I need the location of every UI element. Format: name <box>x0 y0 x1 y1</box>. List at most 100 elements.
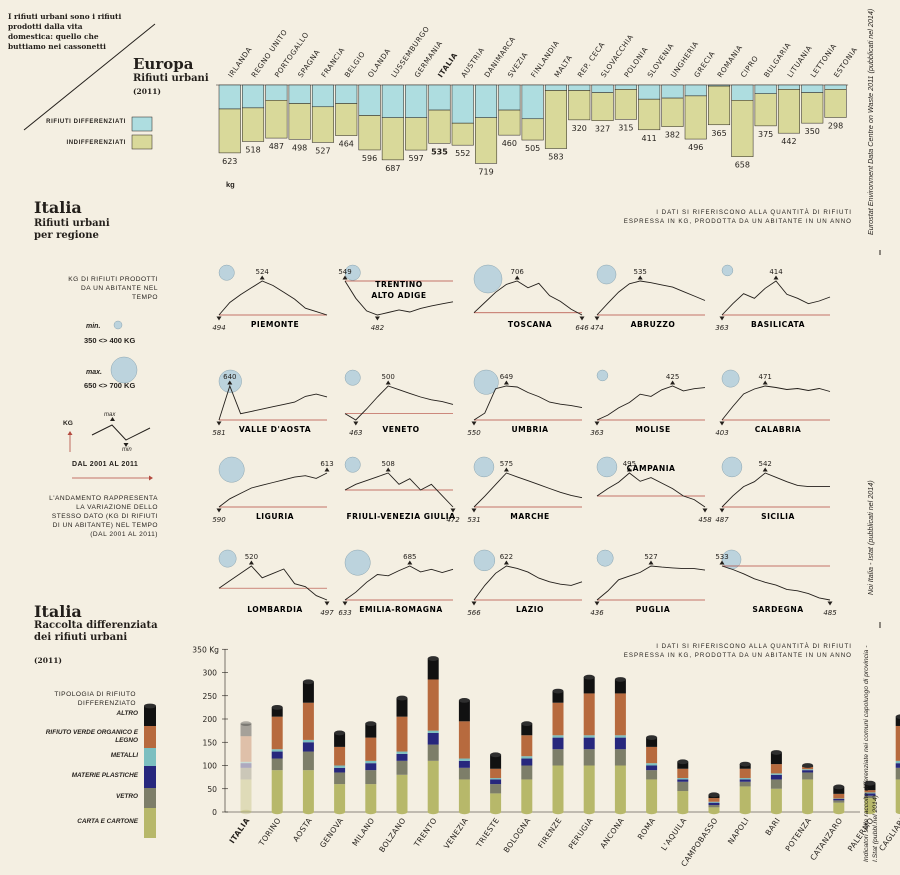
region-peak-value: 706 <box>511 268 525 276</box>
europe-bar-differenziati <box>265 84 288 101</box>
legend-min-marker <box>123 443 129 447</box>
europe-total-label: 505 <box>525 144 540 153</box>
region-min-value: 633 <box>338 609 351 617</box>
region-name: ABRUZZO <box>631 320 676 329</box>
region-min-value: 494 <box>212 324 225 332</box>
europe-bar-differenziati <box>428 84 451 111</box>
raccolta-bar-bottom <box>770 809 782 815</box>
region-line <box>218 384 328 421</box>
europe-total-label: 298 <box>828 121 843 130</box>
legend-cylinder-segment <box>144 748 156 766</box>
europe-bar-indifferenziati <box>451 122 474 146</box>
region-name: LOMBARDIA <box>247 605 303 614</box>
raccolta-bar-segment <box>396 716 408 752</box>
europe-total-label: 527 <box>315 146 330 155</box>
region-name: LAZIO <box>516 605 544 614</box>
europe-total-label: 320 <box>572 124 587 133</box>
region-bubble <box>473 369 499 395</box>
raccolta-legend-title: TIPOLOGIA DI RIFIUTO DIFFERENZIATO <box>54 691 136 707</box>
raccolta-city-label: TORINO <box>256 816 282 848</box>
raccolta-bar-segment <box>458 767 470 780</box>
raccolta-city-label: ROMA <box>636 816 658 842</box>
raccolta-bar-segment <box>271 716 283 750</box>
region-bubble <box>473 264 503 294</box>
raccolta-bar-segment <box>708 801 720 803</box>
europe-bar-differenziati <box>381 84 404 118</box>
legend-cylinder-segment <box>144 788 156 808</box>
europe-total-label: 535 <box>431 147 448 156</box>
period-label: DAL 2001 AL 2011 <box>72 461 139 468</box>
raccolta-legend-label: CARTA E CARTONE <box>77 818 138 825</box>
europe-total-label: 382 <box>665 131 680 140</box>
max-label: max. <box>86 369 102 376</box>
region-peak-marker <box>259 275 265 280</box>
region-peak-value: 549 <box>338 268 351 276</box>
raccolta-bar-top <box>864 780 876 786</box>
regions-title: Italia <box>34 198 82 217</box>
region-peak-value: 575 <box>500 460 513 468</box>
raccolta-y-tick-label: 300 <box>203 669 218 678</box>
legend-label-differenziati: RIFIUTI DIFFERENZIATI <box>46 119 126 125</box>
region-peak-marker <box>648 560 654 565</box>
region-name: SARDEGNA <box>752 605 803 614</box>
raccolta-bar-segment <box>521 723 533 736</box>
axis-up-arrowhead <box>67 431 73 435</box>
raccolta-bar-top <box>521 721 533 727</box>
raccolta-bar-segment <box>271 707 283 717</box>
region-name: EMILIA-ROMAGNA <box>359 605 442 614</box>
region-peak-value: 471 <box>759 373 772 381</box>
region-line <box>344 385 454 421</box>
raccolta-bar-bottom <box>521 809 533 815</box>
europe-bar-differenziati <box>544 84 567 91</box>
raccolta-bar-segment <box>302 770 314 812</box>
raccolta-bar-segment <box>458 721 470 759</box>
region-name: PIEMONTE <box>251 320 299 329</box>
raccolta-bar-bottom <box>646 809 658 815</box>
raccolta-bar-segment <box>614 749 626 766</box>
raccolta-city-label: ANCONA <box>598 816 626 851</box>
europe-bar-differenziati <box>731 84 754 101</box>
raccolta-bar-segment <box>271 749 283 752</box>
legend-cylinder-top <box>144 703 156 709</box>
europe-total-label: 487 <box>269 142 284 151</box>
region-min-value: 436 <box>590 609 604 617</box>
raccolta-bar-segment <box>708 805 720 808</box>
raccolta-bar-segment <box>240 763 252 768</box>
europe-bar-differenziati <box>614 84 637 90</box>
europe-country-label: MALTA <box>552 53 574 79</box>
europe-bar-indifferenziati <box>405 117 428 151</box>
raccolta-note-line1: I DATI SI RIFERISCONO ALLA QUANTITÀ DI R… <box>656 643 852 650</box>
region-peak-marker <box>248 560 254 565</box>
region-name: FRIULI-VENEZIA GIULIA <box>346 512 455 521</box>
raccolta-bar-segment <box>739 768 751 779</box>
region-min-marker <box>719 508 725 513</box>
raccolta-bar-segment <box>895 779 900 812</box>
europe-bar-indifferenziati <box>335 103 358 136</box>
raccolta-bar-segment <box>614 693 626 736</box>
raccolta-y-tick-label: 250 <box>203 692 218 701</box>
raccolta-bar-segment <box>677 781 689 792</box>
raccolta-bar-segment <box>458 760 470 768</box>
raccolta-y-tick-label: 150 <box>203 738 218 747</box>
europe-bar-differenziati <box>754 84 777 94</box>
raccolta-bar-segment <box>895 725 900 761</box>
raccolta-bar-segment <box>583 737 595 750</box>
region-peak-marker <box>503 560 509 565</box>
europe-total-label: 442 <box>781 137 796 146</box>
europe-bar-differenziati <box>801 84 824 93</box>
europe-bar-indifferenziati <box>568 90 591 121</box>
raccolta-subtitle: Raccolta differenziata dei rifiuti urban… <box>34 620 158 643</box>
region-line <box>596 472 706 508</box>
legend-swatch-indifferenziati <box>131 134 153 150</box>
region-min-marker <box>702 508 708 513</box>
region-min-marker <box>471 601 477 606</box>
europe-bar-indifferenziati <box>288 103 311 140</box>
raccolta-bar-segment <box>583 677 595 694</box>
regions-source: Noi Italia - Istat (pubblicati nel 2014) <box>866 480 875 595</box>
region-peak-value: 425 <box>666 373 679 381</box>
raccolta-bar-segment <box>427 744 439 761</box>
region-bubble <box>344 549 371 576</box>
raccolta-bar-segment <box>614 679 626 694</box>
europe-bar-indifferenziati <box>801 92 824 124</box>
raccolta-bar-segment <box>677 779 689 782</box>
